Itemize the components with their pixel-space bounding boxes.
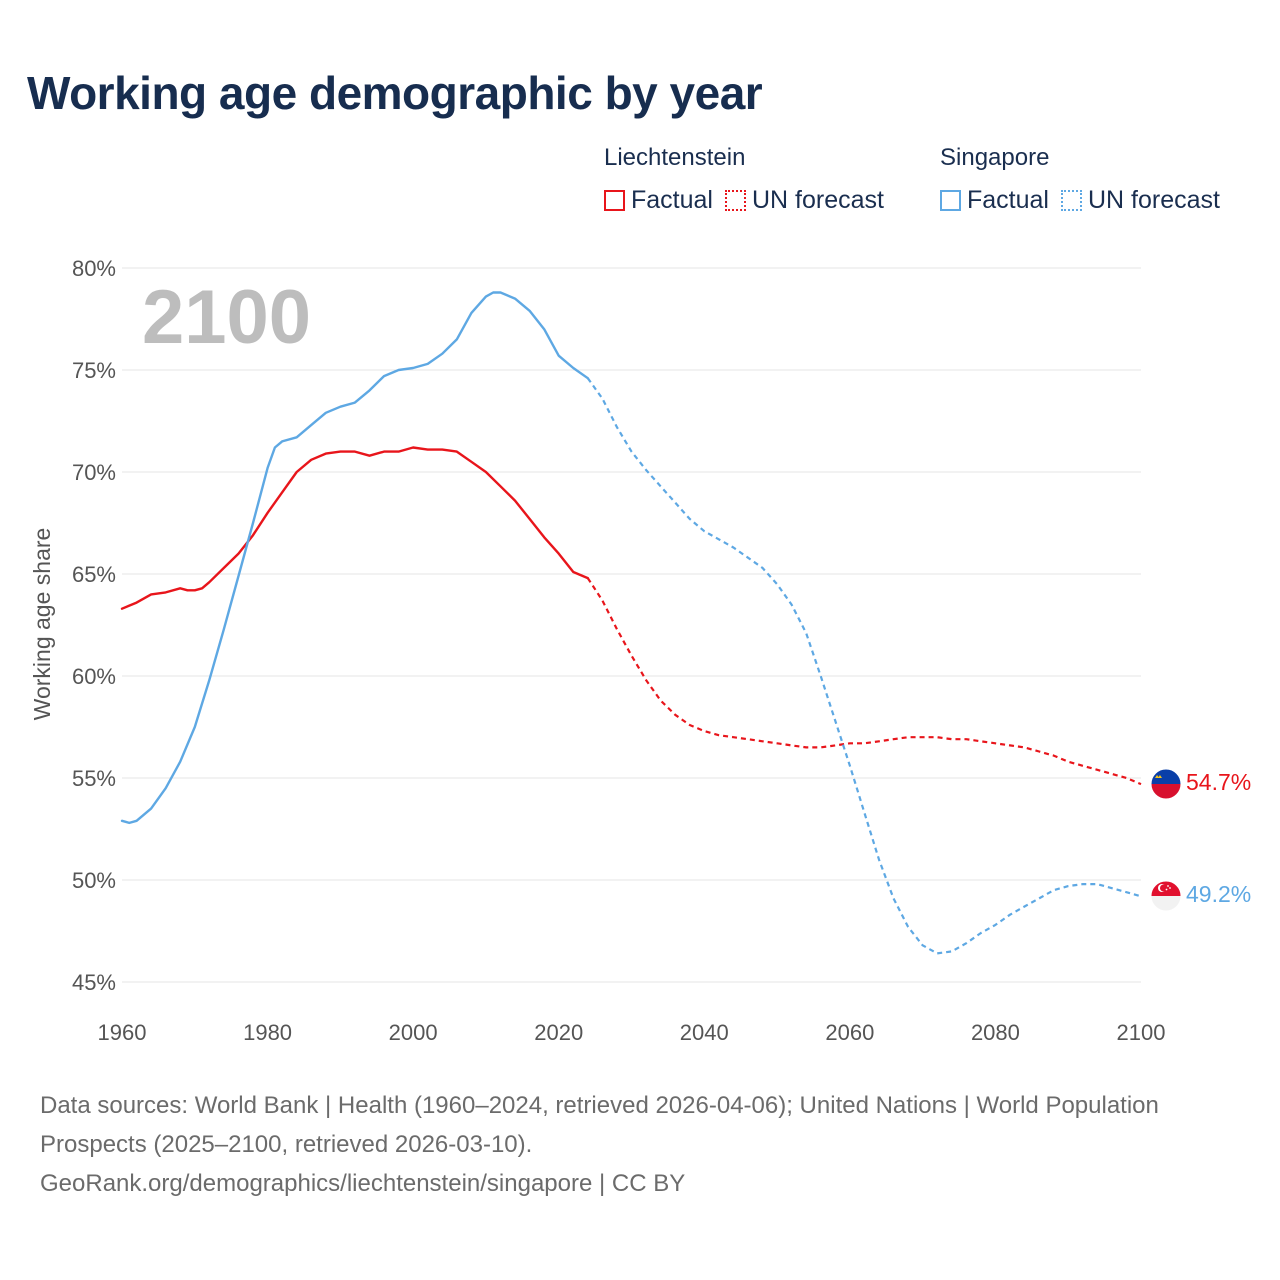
legend-swatch-dotted bbox=[1060, 190, 1082, 211]
legend-label: UN forecast bbox=[1087, 186, 1220, 214]
series-line-liechtenstein-forecast[interactable] bbox=[586, 577, 1142, 786]
chart-title: Working age demographic by year bbox=[27, 67, 763, 119]
y-tick-label: 45% bbox=[72, 970, 116, 995]
legend-swatch-solid bbox=[604, 190, 625, 211]
y-tick-label: 55% bbox=[72, 766, 116, 791]
legend-item-liechtenstein-factual[interactable]: Factual bbox=[604, 186, 713, 215]
grid-lines bbox=[122, 267, 1141, 983]
x-axis-ticks: 1960 1980 2000 2020 2040 2060 2080 2100 bbox=[98, 1020, 1166, 1045]
series-line-liechtenstein-factual[interactable] bbox=[120, 446, 589, 610]
end-label-liechtenstein: 54.7% bbox=[1186, 769, 1251, 795]
series-lines bbox=[120, 291, 1142, 955]
legend-item-singapore-factual[interactable]: Factual bbox=[940, 186, 1049, 215]
singapore-flag-icon bbox=[1151, 881, 1181, 911]
y-axis-label: Working age share bbox=[29, 528, 55, 721]
legend-group-name: Singapore bbox=[940, 144, 1050, 171]
x-tick-label: 1960 bbox=[98, 1020, 147, 1045]
legend-label: UN forecast bbox=[751, 186, 884, 214]
x-tick-label: 2000 bbox=[389, 1020, 438, 1045]
legend-item-singapore-forecast[interactable]: UN forecast bbox=[1060, 186, 1220, 215]
x-tick-label: 2020 bbox=[534, 1020, 583, 1045]
y-tick-label: 70% bbox=[72, 460, 116, 485]
y-tick-label: 80% bbox=[72, 256, 116, 281]
y-tick-label: 65% bbox=[72, 562, 116, 587]
legend-label: Factual bbox=[631, 186, 713, 214]
y-tick-label: 60% bbox=[72, 664, 116, 689]
legend-group-singapore: Singapore Factual UN forecast bbox=[940, 144, 1232, 215]
data-sources-text: Data sources: World Bank | Health (1960–… bbox=[40, 1092, 1159, 1158]
series-line-singapore-factual[interactable] bbox=[120, 291, 589, 825]
year-annotation: 2100 bbox=[142, 275, 311, 360]
series-line-singapore-forecast[interactable] bbox=[586, 377, 1142, 955]
y-axis-ticks: 45% 50% 55% 60% 65% 70% 75% 80% bbox=[72, 256, 116, 995]
chart-footer: Data sources: World Bank | Health (1960–… bbox=[40, 1086, 1240, 1203]
legend-swatch-solid bbox=[940, 190, 961, 211]
credit-text: GeoRank.org/demographics/liechtenstein/s… bbox=[40, 1170, 686, 1197]
legend-swatch-dotted bbox=[724, 190, 746, 211]
liechtenstein-flag-icon bbox=[1151, 769, 1181, 799]
x-tick-label: 2080 bbox=[971, 1020, 1020, 1045]
y-tick-label: 75% bbox=[72, 358, 116, 383]
end-label-singapore: 49.2% bbox=[1186, 881, 1251, 907]
legend-group-name: Liechtenstein bbox=[604, 144, 746, 171]
x-tick-label: 2040 bbox=[680, 1020, 729, 1045]
line-chart: 45% 50% 55% 60% 65% 70% 75% 80% 1960 1980 2000 202… bbox=[29, 256, 1251, 1045]
legend-item-liechtenstein-forecast[interactable]: UN forecast bbox=[724, 186, 884, 215]
x-tick-label: 1980 bbox=[243, 1020, 292, 1045]
y-tick-label: 50% bbox=[72, 868, 116, 893]
x-tick-label: 2060 bbox=[825, 1020, 874, 1045]
legend-group-liechtenstein: Liechtenstein Factual UN forecast bbox=[604, 144, 896, 215]
legend-label: Factual bbox=[967, 186, 1049, 214]
x-tick-label: 2100 bbox=[1117, 1020, 1166, 1045]
